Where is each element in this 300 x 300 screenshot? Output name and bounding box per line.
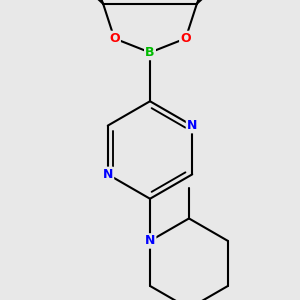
Text: O: O: [109, 32, 120, 45]
Text: N: N: [103, 168, 113, 181]
Text: O: O: [180, 32, 191, 45]
Text: N: N: [187, 119, 197, 132]
Text: B: B: [145, 46, 155, 59]
Text: N: N: [145, 234, 155, 248]
